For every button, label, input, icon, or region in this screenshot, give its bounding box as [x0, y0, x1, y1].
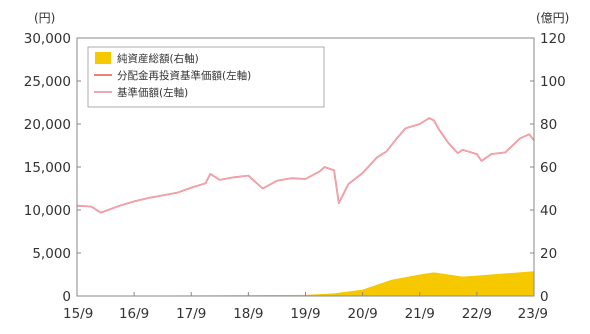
legend-box [87, 46, 325, 108]
right-axis-tick-label: 80 [540, 117, 557, 133]
left-axis-tick-label: 5,000 [32, 246, 71, 262]
right-axis-tick-label: 40 [540, 203, 557, 219]
left-axis-tick-label: 25,000 [24, 74, 71, 90]
line-series-group [76, 117, 535, 214]
series-line-nav [76, 117, 535, 214]
left-axis-tick-label: 15,000 [24, 160, 71, 176]
legend-label-reinvested: 分配金再投資基準価額(左軸) [117, 69, 251, 82]
x-axis-tick-label: 19/9 [290, 306, 320, 322]
left-axis-tick-label: 20,000 [24, 117, 71, 133]
right-axis-tick-label: 20 [540, 246, 557, 262]
left-axis-tick-label: 30,000 [24, 31, 71, 47]
legend-label-nav: 基準価額(左軸) [117, 86, 188, 99]
left-axis-tick-label: 10,000 [24, 203, 71, 219]
x-axis-tick-label: 22/9 [462, 306, 492, 322]
right-axis-tick-label: 0 [540, 289, 549, 305]
x-axis-tick-label: 18/9 [233, 306, 263, 322]
x-axis-tick-label: 16/9 [119, 306, 149, 322]
x-axis-tick-label: 23/9 [518, 306, 548, 322]
x-axis-tick-label: 15/9 [63, 306, 93, 322]
x-axis-tick-label: 20/9 [347, 306, 377, 322]
series-area-assets [77, 271, 534, 296]
right-axis-tick-label: 60 [540, 160, 557, 176]
legend-swatch-assets [95, 52, 111, 64]
legend: 純資産総額(右軸) 分配金再投資基準価額(左軸) 基準価額(左軸) [87, 46, 325, 108]
left-axis-tick-label: 0 [62, 289, 71, 305]
legend-label-assets: 純資産総額(右軸) [117, 52, 199, 65]
x-axis-tick-label: 21/9 [405, 306, 435, 322]
assets-area-group [77, 271, 534, 296]
right-axis-unit-label: (億円) [536, 11, 569, 25]
right-axis-tick-label: 120 [540, 31, 566, 47]
right-axis-tick-label: 100 [540, 74, 566, 90]
left-axis-unit-label: (円) [34, 11, 55, 25]
x-axis-tick-label: 17/9 [176, 306, 206, 322]
axes-group: 0 5,000 10,000 15,000 20,000 25,000 30,000 0 20 4… [24, 31, 566, 322]
